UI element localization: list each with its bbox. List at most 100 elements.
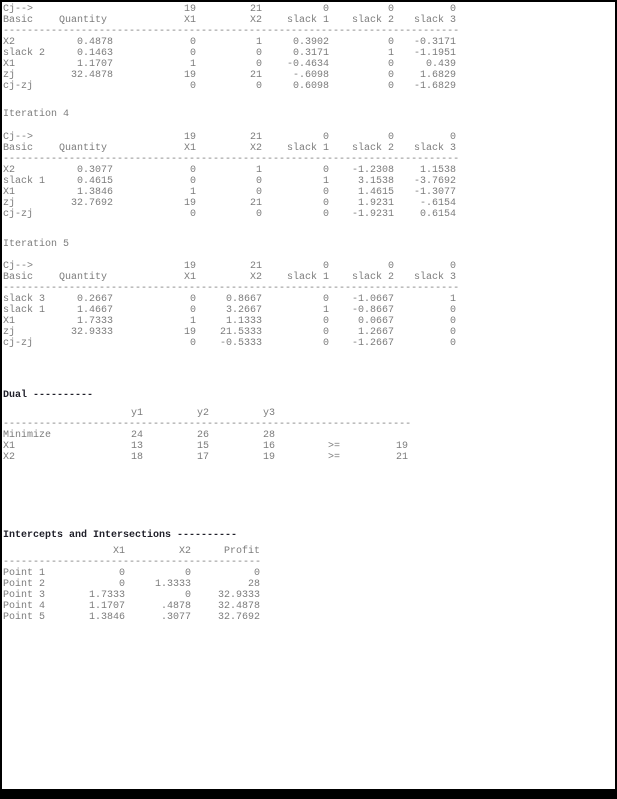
separator-line: ----------------------------------------… <box>3 557 262 568</box>
value-cell: -1.2308 <box>351 165 394 176</box>
value-cell: 0 <box>322 338 329 349</box>
value-cell: -0.3171 <box>413 37 456 48</box>
col-header: slack 3 <box>413 272 456 283</box>
tableau-row: zj 32.9333 19 21.5333 0 1.2667 0 <box>3 327 459 338</box>
value-cell: 0 <box>387 70 394 81</box>
iteration-title: Iteration 4 <box>3 109 70 120</box>
value-cell <box>51 209 113 220</box>
value-cell: 0 <box>449 316 456 327</box>
value-cell: 1.3846 <box>88 612 125 623</box>
value-cell: 0 <box>184 590 191 601</box>
value-cell: -.6098 <box>292 70 329 81</box>
cj-value: 21 <box>249 261 262 272</box>
tableau-row: slack 2 0.1463 0 0 0.3171 1 -1.1951 <box>3 48 459 59</box>
basic-variable: X2 <box>3 37 16 48</box>
value-cell: 0.6098 <box>292 81 329 92</box>
value-cell: 0 <box>255 209 262 220</box>
quantity-header: Quantity <box>58 15 107 26</box>
value-cell: 19 <box>183 327 196 338</box>
basic-variable: zj <box>3 327 16 338</box>
col-header: slack 1 <box>286 143 329 154</box>
col-header: slack 3 <box>413 143 456 154</box>
value-cell: 0 <box>118 579 125 590</box>
value-cell: 0 <box>189 165 196 176</box>
dual-table: y1 y2 y3 ----------------------------------… <box>3 408 411 463</box>
cj-value: 0 <box>322 261 329 272</box>
value-cell: 1.1333 <box>225 316 262 327</box>
col-header: X2 <box>249 272 262 283</box>
tableau-row: slack 1 0.4615 0 0 1 3.1538 -3.7692 <box>3 176 459 187</box>
separator-row: ----------------------------------------… <box>3 154 459 165</box>
point-label: Point 1 <box>3 568 46 579</box>
value-cell: 0 <box>189 48 196 59</box>
value-cell: 0 <box>189 81 196 92</box>
tableau-row: cj-zj 0 0 0 -1.9231 0.6154 <box>3 209 459 220</box>
value-cell: -0.5333 <box>219 338 262 349</box>
value-cell: 0.4878 <box>76 37 113 48</box>
value-cell: 0 <box>255 176 262 187</box>
header-row: Basic Quantity X1 X2 slack 1 slack 2 slack 3 <box>3 272 459 283</box>
value-cell: 0.439 <box>425 59 456 70</box>
value-cell: 0 <box>255 187 262 198</box>
value-cell: 0.6154 <box>419 209 456 220</box>
basic-header: Basic <box>3 15 34 26</box>
cj-label: Cj--> <box>3 261 34 272</box>
value-cell: 1.6829 <box>419 70 456 81</box>
tableau-row: slack 1 1.4667 0 3.2667 1 -0.8667 0 <box>3 305 459 316</box>
value-cell: 1.1707 <box>88 601 125 612</box>
cj-row: Cj--> 19 21 0 0 0 <box>3 132 459 143</box>
row-label: X2 <box>3 452 16 463</box>
separator-row: ----------------------------------------… <box>3 557 261 568</box>
header-row: Basic Quantity X1 X2 slack 1 slack 2 slack 3 <box>3 15 459 26</box>
value-cell: 28 <box>247 579 260 590</box>
value-cell: 0 <box>322 209 329 220</box>
value-cell: >= <box>327 441 340 452</box>
value-cell: 0 <box>255 81 262 92</box>
value-cell: 0 <box>449 305 456 316</box>
value-cell: 1 <box>387 48 394 59</box>
basic-variable: slack 3 <box>3 294 46 305</box>
value-cell: 0 <box>189 209 196 220</box>
col-header: slack 2 <box>351 272 394 283</box>
value-cell: 21 <box>249 70 262 81</box>
value-cell: 32.9333 <box>70 327 113 338</box>
value-cell: 19 <box>395 441 408 452</box>
value-cell: 21 <box>249 198 262 209</box>
cj-value: 0 <box>387 132 394 143</box>
value-cell: 21.5333 <box>219 327 262 338</box>
value-cell: 0 <box>322 187 329 198</box>
value-cell <box>51 338 113 349</box>
col-header: y3 <box>262 408 275 419</box>
value-cell: 32.7692 <box>217 612 260 623</box>
value-cell: -0.4634 <box>286 59 329 70</box>
value-cell <box>275 430 340 441</box>
quantity-header: Quantity <box>58 272 107 283</box>
basic-variable: slack 2 <box>3 48 46 59</box>
cj-value: 0 <box>449 4 456 15</box>
cj-value: 0 <box>387 4 394 15</box>
value-cell: 1 <box>322 305 329 316</box>
value-cell: -1.0667 <box>351 294 394 305</box>
dual-row: X1 13 15 16 >= 19 <box>3 441 411 452</box>
header-row: y1 y2 y3 <box>3 408 411 419</box>
value-cell: 0 <box>189 176 196 187</box>
simplex-tableau-iteration-4: Cj--> 19 21 0 0 0 Basic Quantity X1 X2 slack 1 slac… <box>3 132 459 220</box>
value-cell: -0.8667 <box>351 305 394 316</box>
col-header: Profit <box>223 546 260 557</box>
point-label: Point 2 <box>3 579 46 590</box>
value-cell: 1 <box>322 176 329 187</box>
value-cell: 21 <box>395 452 408 463</box>
point-label: Point 3 <box>3 590 46 601</box>
value-cell: >= <box>327 452 340 463</box>
value-cell: 0.1463 <box>76 48 113 59</box>
separator-row: ----------------------------------------… <box>3 26 459 37</box>
tableau-row: X1 1.1707 1 0 -0.4634 0 0.439 <box>3 59 459 70</box>
value-cell: 1 <box>189 316 196 327</box>
value-cell: 0 <box>255 59 262 70</box>
spacer <box>3 408 69 419</box>
row-label: Minimize <box>3 430 52 441</box>
value-cell: 1.7333 <box>88 590 125 601</box>
point-label: Point 5 <box>3 612 46 623</box>
intercept-row: Point 5 1.3846 .3077 32.7692 <box>3 612 261 623</box>
cj-value: 21 <box>249 4 262 15</box>
